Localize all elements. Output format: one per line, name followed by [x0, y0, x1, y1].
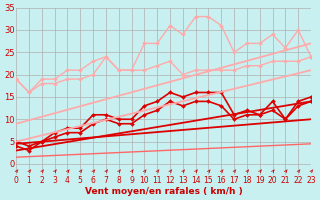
- X-axis label: Vent moyen/en rafales ( km/h ): Vent moyen/en rafales ( km/h ): [85, 187, 243, 196]
